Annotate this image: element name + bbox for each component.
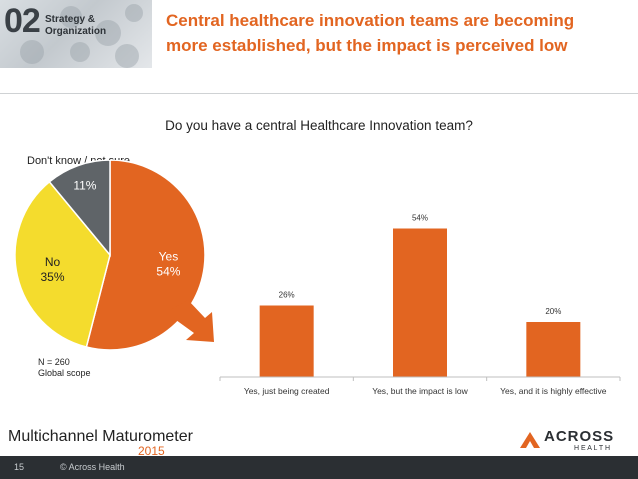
bar-2 (526, 322, 581, 377)
pie-slice-label-0: Yes (159, 249, 179, 263)
across-logo-icon (520, 432, 540, 448)
bar-category-label-1: Yes, but the impact is low (372, 386, 468, 396)
bar-category-label-2: Yes, and it is highly effective (500, 386, 607, 396)
bar-category-label-0: Yes, just being created (244, 386, 330, 396)
header-divider (0, 93, 638, 94)
page-number: 15 (14, 462, 25, 472)
pie-slice-value-2: 11% (73, 178, 96, 192)
pie-slice-2 (48, 160, 111, 258)
slide-title: Central healthcare innovation teams are … (166, 8, 626, 58)
across-wordmark: ACROSS (544, 428, 615, 445)
section-label: Strategy & Organization (45, 14, 106, 38)
footer-bar (0, 456, 638, 479)
pie-slice-label-1: No (45, 255, 61, 269)
bar-0 (259, 305, 314, 377)
health-wordmark: H E A L T H (574, 445, 611, 452)
bar-value-label-0: 26% (279, 291, 295, 300)
pie-slice-1 (14, 180, 111, 348)
sample-size: N = 260 (38, 357, 70, 367)
section-label-line-2: Organization (45, 26, 107, 37)
copyright: © Across Health (60, 462, 125, 472)
header-collage-image (0, 0, 152, 68)
maturometer-logo: Multichannel Maturometer (8, 428, 193, 445)
bar-value-label-2: 20% (545, 307, 561, 316)
pie-slice-value-0: 54% (156, 264, 180, 278)
bar-value-label-1: 54% (412, 214, 428, 223)
survey-question: Do you have a central Healthcare Innovat… (165, 118, 473, 133)
section-number: 02 (4, 2, 41, 40)
maturometer-year: 2015 (138, 444, 165, 458)
pie-note: N = 260 Global scope (38, 357, 91, 379)
section-label-line-1: Strategy & (45, 14, 96, 25)
scope-label: Global scope (38, 368, 91, 378)
pie-slice-value-1: 35% (41, 270, 65, 284)
slide-title-line-2: more established, but the impact is perc… (166, 36, 568, 55)
bar-1 (393, 228, 447, 377)
pie-slice-0 (85, 160, 206, 351)
across-health-logo: ACROSS H E A L T H (518, 428, 628, 459)
bar-chart: 26% 54% 20% Yes, just being created Yes, bu… (219, 214, 621, 396)
arrow-icon (170, 300, 214, 342)
slide-title-line-1: Central healthcare innovation teams are … (166, 11, 575, 30)
